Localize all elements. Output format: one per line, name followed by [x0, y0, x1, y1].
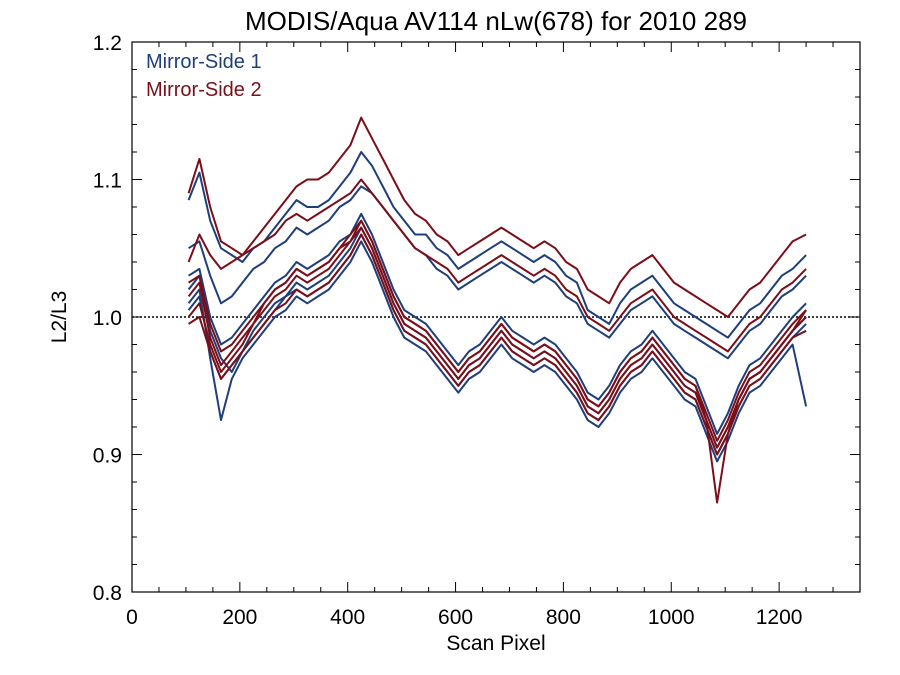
series-line-mirror-side-2 [188, 233, 807, 456]
y-tick-label: 0.8 [93, 582, 122, 605]
series-line-mirror-side-1 [187, 240, 808, 463]
y-tick-label: 0.9 [93, 445, 122, 468]
x-tick-label: 600 [438, 606, 473, 629]
x-tick-label: 800 [546, 606, 581, 629]
y-tick-label: 1.0 [93, 307, 122, 330]
legend: Mirror-Side 1 Mirror-Side 2 [146, 51, 262, 101]
x-tick-label: 400 [330, 606, 365, 629]
legend-mirror-side-1: Mirror-Side 1 [146, 51, 262, 73]
y-tick-label: 1.1 [93, 170, 122, 193]
x-axis-label: Scan Pixel [446, 632, 545, 655]
y-axis-label: L2/L3 [48, 291, 71, 344]
x-tick-label: 1200 [756, 606, 803, 629]
series-line-mirror-side-2 [187, 226, 807, 449]
legend-mirror-side-2: Mirror-Side 2 [146, 79, 262, 101]
series-line-mirror-side-2 [188, 219, 807, 442]
series-line-mirror-side-2 [187, 178, 807, 353]
series-line-mirror-side-2 [187, 116, 807, 318]
series-line-mirror-side-1 [187, 233, 807, 456]
series-line-mirror-side-1 [188, 185, 807, 360]
y-tick-label: 1.2 [93, 32, 122, 55]
series-line-mirror-side-2 [187, 219, 807, 504]
axis-tick-labels: 0 200 400 600 800 1000 1200 0.8 0.9 1.0 1.1 1.2 [93, 32, 803, 629]
x-tick-label: 1000 [648, 606, 695, 629]
series-line-mirror-side-1 [188, 212, 807, 435]
series-line-mirror-side-1 [187, 226, 807, 449]
axis-ticks [131, 41, 861, 593]
series-lines [187, 116, 808, 504]
chart-title: MODIS/Aqua AV114 nLw(678) for 2010 289 [245, 6, 747, 36]
series-line-mirror-side-1 [187, 151, 807, 339]
x-tick-label: 0 [126, 606, 138, 629]
x-tick-label: 200 [222, 606, 257, 629]
